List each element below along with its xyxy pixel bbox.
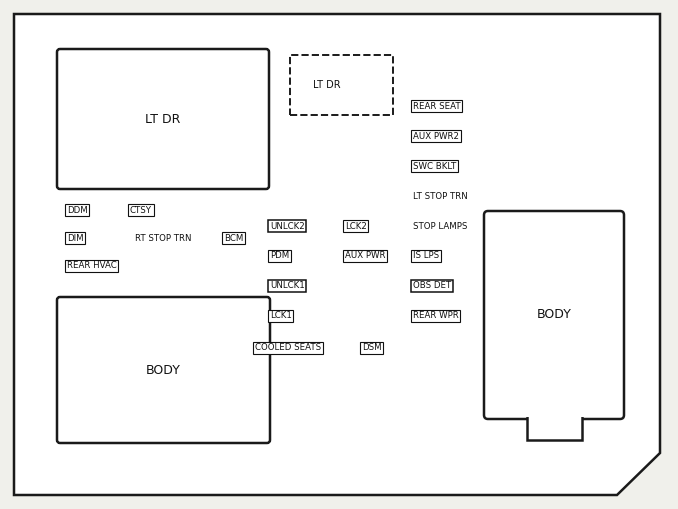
Text: LCK1: LCK1 bbox=[270, 312, 292, 321]
Text: DIM: DIM bbox=[67, 234, 83, 242]
Text: CTSY: CTSY bbox=[130, 206, 152, 214]
Text: REAR SEAT: REAR SEAT bbox=[413, 101, 460, 110]
Text: UNLCK2: UNLCK2 bbox=[270, 221, 304, 231]
Text: AUX PWR: AUX PWR bbox=[345, 251, 386, 261]
Bar bbox=[290, 55, 393, 115]
Text: COOLED SEATS: COOLED SEATS bbox=[255, 344, 321, 353]
FancyBboxPatch shape bbox=[57, 49, 269, 189]
Polygon shape bbox=[14, 14, 660, 495]
Text: LCK2: LCK2 bbox=[345, 221, 367, 231]
Text: IS LPS: IS LPS bbox=[413, 251, 439, 261]
Text: BODY: BODY bbox=[536, 308, 572, 322]
Text: LT STOP TRN: LT STOP TRN bbox=[413, 191, 468, 201]
Text: LT DR: LT DR bbox=[313, 80, 341, 90]
Text: RT STOP TRN: RT STOP TRN bbox=[135, 234, 191, 242]
FancyBboxPatch shape bbox=[57, 297, 270, 443]
Text: DDM: DDM bbox=[67, 206, 87, 214]
Text: AUX PWR2: AUX PWR2 bbox=[413, 131, 459, 140]
Text: BODY: BODY bbox=[146, 363, 181, 377]
Text: OBS DET: OBS DET bbox=[413, 281, 452, 291]
Text: BCM: BCM bbox=[224, 234, 243, 242]
Bar bbox=[527, 415, 582, 440]
Text: DSM: DSM bbox=[362, 344, 382, 353]
Text: LT DR: LT DR bbox=[145, 112, 181, 126]
Text: REAR WPR: REAR WPR bbox=[413, 312, 459, 321]
Text: PDM: PDM bbox=[270, 251, 290, 261]
FancyBboxPatch shape bbox=[484, 211, 624, 419]
Text: STOP LAMPS: STOP LAMPS bbox=[413, 221, 467, 231]
Text: SWC BKLT: SWC BKLT bbox=[413, 161, 456, 171]
Text: REAR HVAC: REAR HVAC bbox=[67, 262, 117, 270]
Text: UNLCK1: UNLCK1 bbox=[270, 281, 304, 291]
